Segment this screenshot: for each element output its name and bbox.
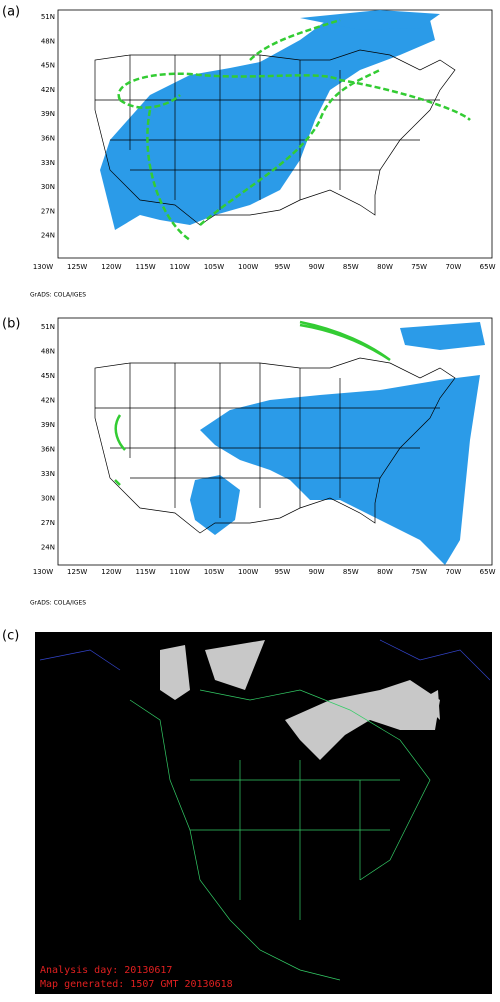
lon-label: 130W [33,263,53,271]
map-c [35,632,492,994]
lon-label: 85W [343,568,359,576]
lon-label: 65W [480,568,496,576]
panel-label: (c) [2,629,19,644]
lon-label: 100W [238,568,258,576]
coastline [39,639,491,681]
credit: GrADS: COLA/IGES [30,292,86,299]
lon-label: 85W [343,263,359,271]
lon-label: 130W [33,568,53,576]
lat-label: 27N [41,207,55,215]
lon-label: 110W [170,263,190,271]
lon-label: 90W [309,568,325,576]
lat-label: 24N [41,544,55,552]
lon-label: 70W [445,263,461,271]
lat-label: 51N [41,323,55,331]
lon-label: 100W [238,263,258,271]
lon-label: 80W [377,568,393,576]
lat-label: 42N [41,397,55,405]
state-lines [95,363,440,518]
lat-label: 48N [41,37,55,45]
lat-label: 36N [41,135,55,143]
lat-label: 45N [41,372,55,380]
credit: GrADS: COLA/IGES [30,600,86,607]
lat-label: 39N [41,110,55,118]
lon-label: 115W [135,263,155,271]
coastline [129,689,431,981]
analysis-day: Analysis day: 20130617 [40,965,172,976]
map-generated: Map generated: 1507 GMT 20130618 [40,979,233,990]
lat-label: 24N [41,232,55,240]
precip-area [190,475,240,535]
lon-label: 120W [101,263,121,271]
lat-label: 27N [41,519,55,527]
lon-label: 105W [204,568,224,576]
contour [114,320,391,486]
coverage-area [160,640,440,760]
precip-area [300,10,440,30]
lon-label: 70W [445,568,461,576]
lon-label: 90W [309,263,325,271]
state-lines [95,55,440,210]
lon-label: 125W [67,568,87,576]
map-b [57,317,493,566]
lat-label: 36N [41,446,55,454]
lat-label: 42N [41,86,55,94]
panel-label: (b) [2,317,20,332]
lon-label: 125W [67,263,87,271]
panel-label: (a) [2,5,20,20]
map-a [57,9,493,259]
lon-label: 110W [170,568,190,576]
lat-label: 48N [41,348,55,356]
lon-label: 105W [204,263,224,271]
contour [117,18,471,242]
lon-label: 120W [101,568,121,576]
lat-label: 33N [41,159,55,167]
lon-label: 95W [274,568,290,576]
lon-label: 65W [480,263,496,271]
lon-label: 75W [411,568,427,576]
lat-label: 30N [41,183,55,191]
lon-label: 75W [411,263,427,271]
lat-label: 30N [41,495,55,503]
precip-area [100,12,435,230]
precip-area [400,322,485,350]
lat-label: 45N [41,62,55,70]
lon-label: 80W [377,263,393,271]
lat-label: 51N [41,13,55,21]
lat-label: 33N [41,470,55,478]
lat-label: 39N [41,421,55,429]
map-frame [35,632,492,994]
lon-label: 95W [274,263,290,271]
lon-label: 115W [135,568,155,576]
